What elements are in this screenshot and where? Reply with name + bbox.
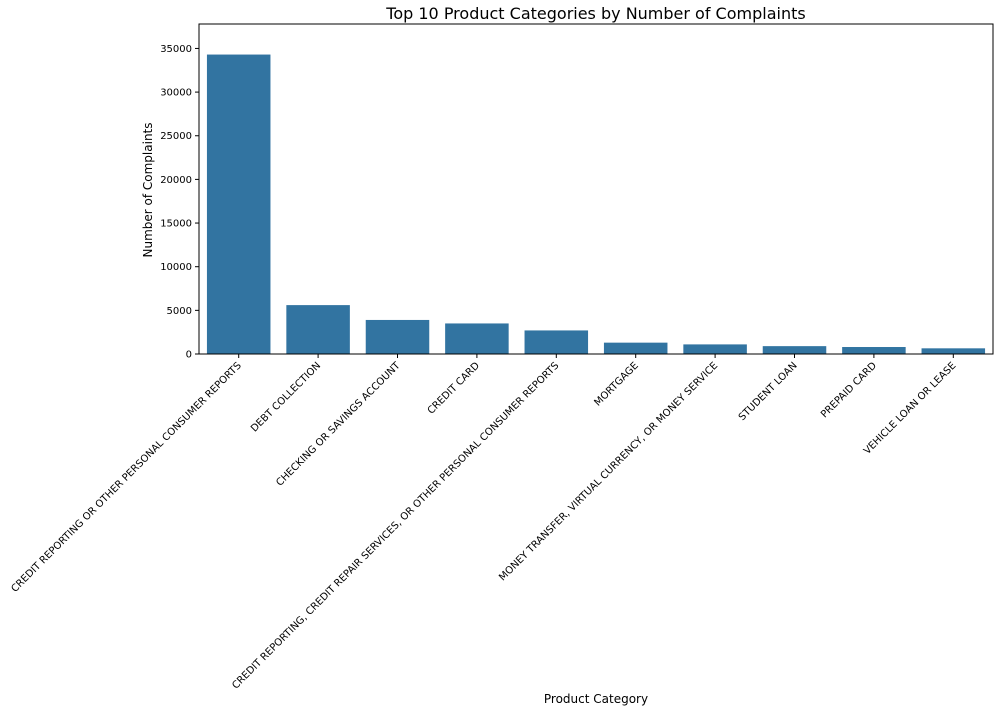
y-axis-ticks: 0 5000 10000 15000 20000 25000 30000 35000 [160,44,199,361]
x-tick-label: CREDIT REPORTING OR OTHER PERSONAL CONSU… [9,360,243,594]
bar-1 [206,54,271,355]
bar-3 [365,319,430,354]
bar-8 [762,346,827,354]
bar-6 [603,342,668,354]
y-tick-label: 15000 [160,219,192,230]
y-tick-label: 10000 [160,262,192,273]
bar-2 [286,305,350,354]
bar-10 [921,348,986,354]
y-tick-label: 30000 [160,88,192,99]
x-tick-label: STUDENT LOAN [737,360,800,423]
y-tick-label: 35000 [160,44,192,55]
x-tick-label: MORTGAGE [593,360,641,408]
x-axis-ticks: CREDIT REPORTING OR OTHER PERSONAL CONSU… [9,354,958,691]
bar-9 [842,347,906,354]
bar-7 [683,344,747,354]
bars-group [206,54,986,355]
plot-frame [198,23,994,355]
x-axis-label: Product Category [544,692,648,706]
bar-4 [445,323,509,354]
y-axis-label: Number of Complaints [141,122,155,257]
x-tick-label: VEHICLE LOAN OR LEASE [862,360,959,457]
x-tick-label: PREPAID CARD [819,360,879,420]
y-tick-label: 20000 [160,175,192,186]
x-tick-label: CHECKING OR SAVINGS ACCOUNT [274,360,403,489]
chart-title: Top 10 Product Categories by Number of C… [385,4,805,23]
bar-5 [524,330,589,354]
y-tick-label: 5000 [167,306,192,317]
x-tick-label: DEBT COLLECTION [249,360,323,434]
y-tick-label: 25000 [160,131,192,142]
y-tick-label: 0 [186,350,192,361]
x-tick-label: CREDIT CARD [426,360,483,417]
